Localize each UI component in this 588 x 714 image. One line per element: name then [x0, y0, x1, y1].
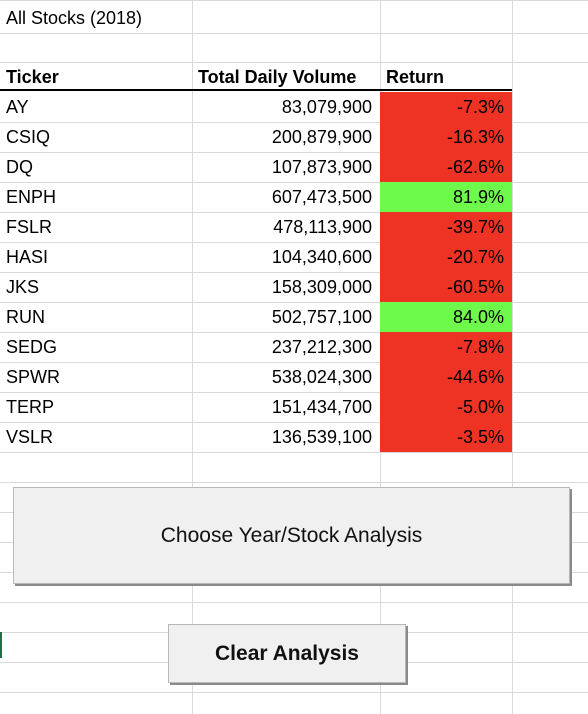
grid-row-line — [0, 692, 588, 693]
grid-row-line — [0, 482, 588, 483]
grid-row-line — [0, 422, 588, 423]
grid-row-line — [0, 452, 588, 453]
grid-column-line — [512, 0, 513, 714]
grid-row-line — [0, 212, 588, 213]
grid-column-line — [192, 0, 193, 714]
grid-row-line — [0, 302, 588, 303]
volume-cell[interactable]: 104,340,600 — [271, 247, 372, 267]
ticker-cell[interactable]: FSLR — [6, 217, 53, 237]
clear-button-label: Clear Analysis — [215, 641, 359, 665]
return-cell[interactable]: 84.0% — [380, 302, 512, 332]
header-return-cell[interactable]: Return — [386, 67, 444, 87]
grid-row-line — [0, 33, 588, 34]
volume-cell[interactable]: 151,434,700 — [271, 397, 372, 417]
volume-cell[interactable]: 478,113,900 — [273, 217, 372, 237]
grid-row-line — [0, 122, 588, 123]
grid-row-line — [0, 0, 588, 1]
ticker-cell[interactable]: JKS — [6, 277, 40, 297]
volume-cell[interactable]: 607,473,500 — [271, 187, 372, 207]
volume-cell[interactable]: 200,879,900 — [271, 127, 372, 147]
volume-cell[interactable]: 502,757,100 — [271, 307, 372, 327]
volume-cell[interactable]: 158,309,000 — [271, 277, 372, 297]
return-cell[interactable]: -20.7% — [380, 242, 512, 272]
ticker-cell[interactable]: SPWR — [6, 367, 60, 387]
clear-analysis-button[interactable]: Clear Analysis — [168, 624, 406, 683]
ticker-cell[interactable]: SEDG — [6, 337, 58, 357]
grid-row-line — [0, 602, 588, 603]
grid-row-line — [0, 62, 588, 63]
return-cell[interactable]: -44.6% — [380, 362, 512, 392]
ticker-cell[interactable]: TERP — [6, 397, 55, 417]
grid-row-line — [0, 362, 588, 363]
grid-row-line — [0, 272, 588, 273]
return-cell[interactable]: -7.3% — [380, 92, 512, 122]
grid-row-line — [0, 392, 588, 393]
ticker-cell[interactable]: AY — [6, 97, 29, 117]
volume-cell[interactable]: 538,024,300 — [271, 367, 372, 387]
choose-year-stock-analysis-button[interactable]: Choose Year/Stock Analysis — [13, 487, 570, 584]
return-cell[interactable]: -62.6% — [380, 152, 512, 182]
return-cell[interactable]: -7.8% — [380, 332, 512, 362]
sheet-title-cell[interactable]: All Stocks (2018) — [6, 8, 143, 28]
ticker-cell[interactable]: CSIQ — [6, 127, 51, 147]
header-ticker-cell[interactable]: Ticker — [6, 67, 59, 87]
grid-row-line — [0, 182, 588, 183]
ticker-cell[interactable]: VSLR — [6, 427, 54, 447]
return-cell[interactable]: -16.3% — [380, 122, 512, 152]
ticker-cell[interactable]: HASI — [6, 247, 49, 267]
grid-row-line — [0, 242, 588, 243]
header-bottom-border — [0, 89, 512, 91]
grid-row-line — [0, 152, 588, 153]
return-cell[interactable]: -39.7% — [380, 212, 512, 242]
return-cell[interactable]: 81.9% — [380, 182, 512, 212]
volume-cell[interactable]: 107,873,900 — [271, 157, 372, 177]
volume-cell[interactable]: 237,212,300 — [271, 337, 372, 357]
return-cell[interactable]: -5.0% — [380, 392, 512, 422]
header-volume-cell[interactable]: Total Daily Volume — [198, 67, 357, 87]
grid-row-line — [0, 332, 588, 333]
return-cell[interactable]: -60.5% — [380, 272, 512, 302]
return-cell[interactable]: -3.5% — [380, 422, 512, 452]
volume-cell[interactable]: 136,539,100 — [271, 427, 372, 447]
ticker-cell[interactable]: ENPH — [6, 187, 57, 207]
volume-cell[interactable]: 83,079,900 — [281, 97, 372, 117]
row-selection-marker — [0, 632, 2, 658]
ticker-cell[interactable]: RUN — [6, 307, 45, 327]
ticker-cell[interactable]: DQ — [6, 157, 33, 177]
choose-button-label: Choose Year/Stock Analysis — [160, 523, 423, 547]
